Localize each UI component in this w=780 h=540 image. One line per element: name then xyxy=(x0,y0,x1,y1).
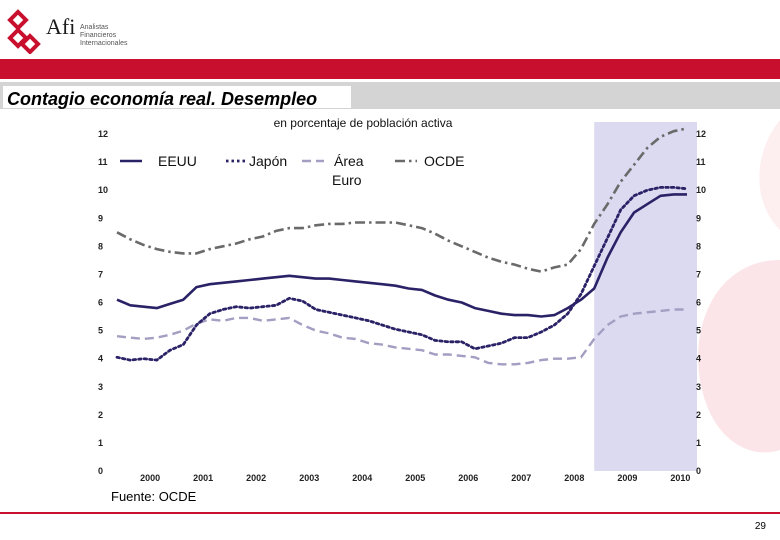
forecast-shaded-region xyxy=(594,122,697,471)
y-tick-left: 3 xyxy=(98,382,103,392)
title-box xyxy=(3,86,351,108)
legend-label: OCDE xyxy=(424,153,464,169)
y-tick-left: 0 xyxy=(98,466,103,476)
header-accent-bar xyxy=(0,59,780,79)
brand-name: Afi xyxy=(46,14,76,39)
x-tick-label: 2003 xyxy=(299,473,319,483)
y-tick-left: 9 xyxy=(98,213,103,223)
page-number: 29 xyxy=(754,521,766,532)
y-tick-right: 9 xyxy=(696,213,701,223)
y-tick-right: 2 xyxy=(696,410,701,420)
y-tick-right: 10 xyxy=(696,185,706,195)
chart-source: Fuente: OCDE xyxy=(111,489,197,504)
y-tick-left: 8 xyxy=(98,241,103,251)
y-tick-right: 8 xyxy=(696,241,701,251)
brand-tagline-2: Financieros xyxy=(80,32,117,39)
y-tick-right: 0 xyxy=(696,466,701,476)
y-tick-right: 6 xyxy=(696,298,701,308)
brand-tagline-3: Internacionales xyxy=(80,40,128,47)
y-tick-left: 1 xyxy=(98,438,103,448)
afi-logo xyxy=(6,8,146,55)
afi-logo-mark xyxy=(7,9,41,55)
x-tick-label: 2000 xyxy=(140,473,160,483)
chart-legend: EEUU Japón Área Euro OCDE xyxy=(120,153,464,188)
y-tick-left: 12 xyxy=(98,129,108,139)
x-tick-label: 2007 xyxy=(511,473,531,483)
legend-label: Área Euro xyxy=(332,153,364,188)
x-tick-label: 2002 xyxy=(246,473,266,483)
y-tick-right: 1 xyxy=(696,438,701,448)
y-tick-left: 11 xyxy=(98,157,108,167)
decorative-background-shape xyxy=(698,120,780,453)
y-tick-left: 5 xyxy=(98,326,103,336)
x-tick-label: 2001 xyxy=(193,473,213,483)
y-tick-left: 7 xyxy=(98,269,103,279)
x-tick-label: 2010 xyxy=(670,473,690,483)
chart-series xyxy=(115,127,689,366)
x-tick-label: 2009 xyxy=(617,473,637,483)
y-tick-left: 6 xyxy=(98,298,103,308)
legend-label: EEUU xyxy=(158,153,197,169)
y-tick-right: 4 xyxy=(696,354,701,364)
y-tick-right: 3 xyxy=(696,382,701,392)
series-line-ocde xyxy=(116,127,688,273)
legend-label: Japón xyxy=(249,153,287,169)
x-tick-label: 2004 xyxy=(352,473,372,483)
brand-tagline-1: Analistas xyxy=(80,24,109,31)
y-tick-left: 4 xyxy=(98,354,103,364)
slide-title: Contagio economía real. Desempleo xyxy=(7,89,318,109)
series-line-eeuu xyxy=(116,193,687,318)
footer-line xyxy=(0,512,780,514)
y-tick-right: 5 xyxy=(696,326,701,336)
legend-background xyxy=(113,152,493,190)
series-line-área-euro xyxy=(116,308,687,366)
y-tick-right: 11 xyxy=(696,157,706,167)
y-tick-left: 2 xyxy=(98,410,103,420)
series-line-japón xyxy=(115,186,689,362)
x-tick-label: 2006 xyxy=(458,473,478,483)
y-tick-right: 7 xyxy=(696,269,701,279)
y-tick-right: 12 xyxy=(696,129,706,139)
x-tick-label: 2005 xyxy=(405,473,425,483)
x-tick-label: 2008 xyxy=(564,473,584,483)
x-axis: 2000 2001 2002 2003 2004 2005 2006 2007 2008 2009… xyxy=(140,473,690,483)
chart-subtitle: en porcentaje de población activa xyxy=(274,116,453,130)
y-tick-left: 10 xyxy=(98,185,108,195)
